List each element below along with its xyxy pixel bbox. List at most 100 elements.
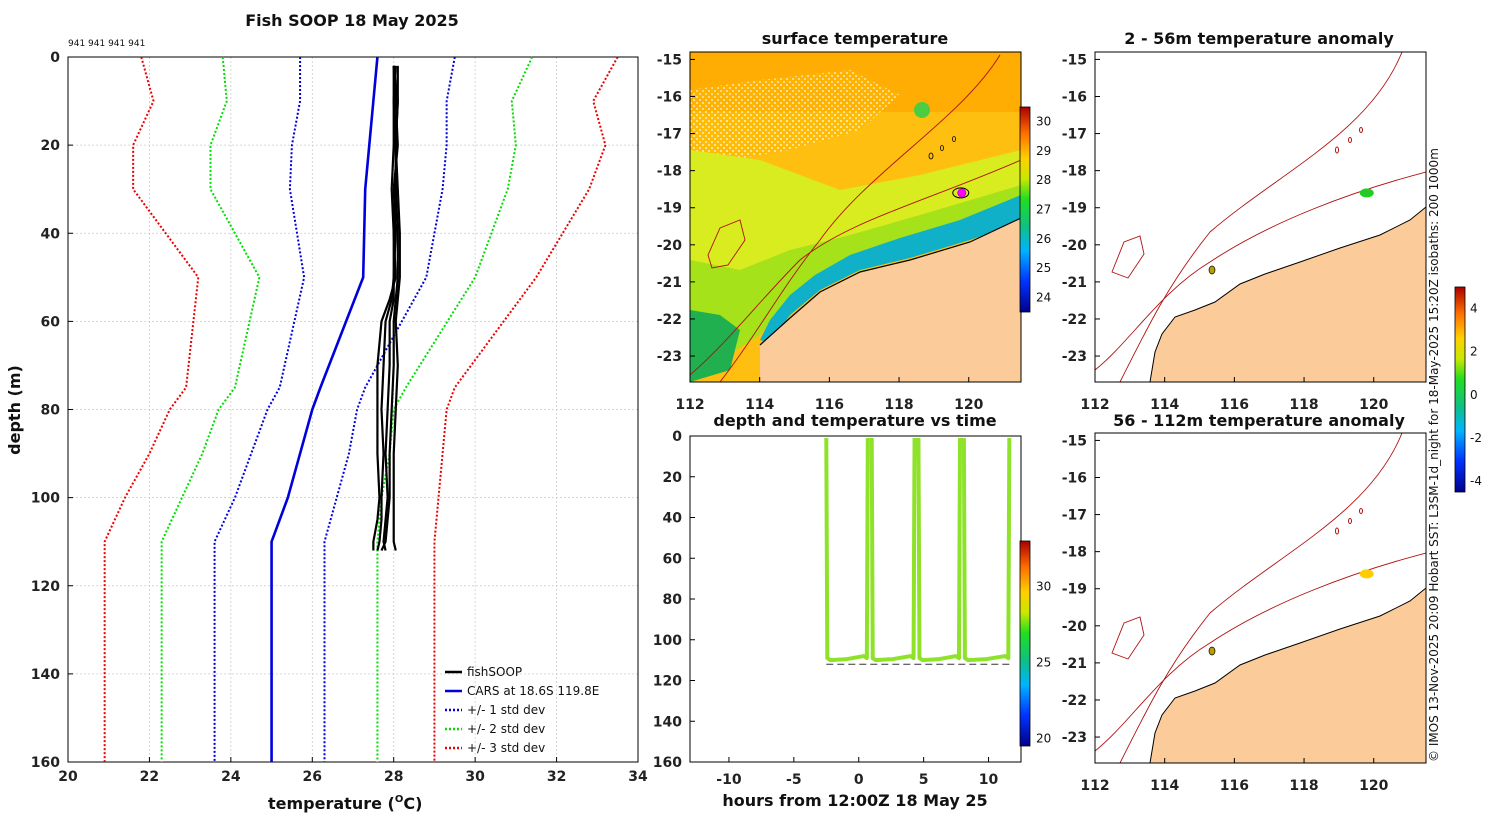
legend-label: +/- 3 std dev: [467, 741, 545, 755]
anom-tick-label-y: -22: [1062, 693, 1087, 709]
sst-tick-label-y: -21: [657, 275, 682, 291]
anomaly-colorbar-label: 0: [1470, 388, 1478, 402]
sst-tick-label-y: -19: [657, 201, 682, 217]
profile-tick-label-y: 80: [41, 403, 61, 419]
anom-lower-map: 112 114 116 118 120 -15 -16 -17 -18 -19 -20 -21 -22 -…: [1062, 432, 1427, 794]
fishsoop-profile-line: [372, 65, 397, 551]
sst-coastal-cold: [760, 195, 1021, 343]
dt-tick-label-y: 160: [653, 755, 682, 771]
anom-clip-group: [1095, 433, 1426, 763]
sst-island-outline: [707, 219, 746, 269]
dt-tick-label-y: 20: [663, 470, 683, 486]
profile-tick-label-x: 34: [628, 769, 648, 785]
sst-cloud-speckle: [690, 70, 900, 170]
depth-time-title: depth and temperature vs time: [713, 411, 996, 430]
dt-tick-label-x: 0: [854, 772, 864, 788]
dt-tick-label-x: -5: [786, 772, 802, 788]
anom-island: [1111, 235, 1145, 279]
dt-tick-label-y: 100: [653, 633, 682, 649]
sst-colorbar-label: 28: [1036, 173, 1051, 187]
anom-frame: [1094, 432, 1427, 764]
sst-tick-label-y: -15: [657, 52, 682, 68]
profile-tick-label-x: 28: [384, 769, 403, 785]
sst-colorbar-label: 26: [1036, 232, 1051, 246]
sst-colorbar-label: 24: [1036, 290, 1051, 304]
anomaly-colorbar-label: 4: [1470, 302, 1478, 316]
depth-time-xlabel: hours from 12:00Z 18 May 25: [722, 791, 987, 810]
anom-tick-label-y: -21: [1062, 275, 1087, 291]
anom-shoal: [1208, 646, 1216, 656]
sst-map-title: surface temperature: [762, 29, 949, 48]
cars-mean-line: [270, 56, 379, 762]
anom-reef-2: [1348, 137, 1352, 143]
profile-tick-label-y: 20: [41, 138, 61, 154]
sst-eddy: [914, 102, 930, 118]
anom-tick-label-y: -17: [1062, 127, 1087, 143]
dt-tick-label-x: 10: [979, 772, 999, 788]
anom-tick-label-y: -22: [1062, 312, 1087, 328]
sst-land: [760, 218, 1021, 382]
sst-tick-label-y: -23: [657, 349, 682, 365]
sst-tick-label-y: -22: [657, 312, 682, 328]
sst-tick-label-x: 112: [675, 397, 704, 413]
sst-tick-label-x: 120: [954, 397, 983, 413]
anomaly-colorbar-label: 2: [1470, 345, 1478, 359]
sst-colorbar-label: 27: [1036, 203, 1051, 217]
profile-tick-label-x: 24: [221, 769, 241, 785]
profile-tick-label-x: 30: [465, 769, 485, 785]
anom-tick-label-y: -21: [1062, 656, 1087, 672]
sst-reef-2: [940, 145, 944, 151]
profile-tick-label-y: 160: [31, 755, 60, 771]
anom-shoal: [1208, 265, 1216, 275]
profile-tick-label-y: 0: [50, 50, 60, 66]
anom-tick-label-x: 116: [1220, 397, 1249, 413]
anom-tick-label-x: 114: [1150, 397, 1179, 413]
profile-title: Fish SOOP 18 May 2025: [245, 11, 459, 30]
profile-xlabel-unit: C): [403, 794, 422, 813]
anom-tick-label-x: 118: [1289, 397, 1318, 413]
dt-tick-label-y: 40: [663, 511, 683, 527]
profile-xlabel-sup: O: [395, 794, 404, 805]
legend-label: fishSOOP: [467, 665, 522, 679]
std-high-line: [433, 56, 619, 762]
anom-land: [1149, 587, 1426, 763]
anom-upper-map: 112 114 116 118 120 -15 -16 -17 -18 -19 -20 -21 -22 -…: [1062, 51, 1427, 413]
depth-time-colorbar-ticks: 30 25 20: [1036, 580, 1051, 746]
anom-lower-title: 56 - 112m temperature anomaly: [1113, 411, 1405, 430]
anom-tick-label-y: -18: [1062, 164, 1087, 180]
anom-tick-label-y: -19: [1062, 201, 1087, 217]
cast-trace: [869, 438, 917, 663]
anom-tick-label-y: -15: [1062, 52, 1087, 68]
sst-isobath-200: [690, 159, 1021, 376]
anom-tick-label-x: 112: [1080, 397, 1109, 413]
anom-reef-1: [1335, 527, 1339, 535]
anom-tick-label-y: -15: [1062, 433, 1087, 449]
sst-tick-label-y: -18: [657, 164, 682, 180]
profile-ylabel: depth (m): [5, 365, 24, 455]
profile-tick-label-y: 140: [31, 667, 60, 683]
cast-trace: [961, 438, 1012, 663]
anom-tick-label-x: 114: [1150, 778, 1179, 794]
anom-tick-label-y: -16: [1062, 470, 1087, 486]
sst-map: [689, 51, 1022, 383]
profile-tick-label-y: 40: [41, 226, 61, 242]
anom-reef-1: [1335, 146, 1339, 154]
anomaly-colorbar: [1454, 286, 1466, 493]
sst-reef-1: [928, 152, 934, 160]
anom-tick-label-y: -20: [1062, 619, 1088, 635]
sst-marker: [952, 187, 970, 199]
std-high-line: [376, 56, 534, 762]
anom-frame: [1094, 51, 1427, 383]
anom-tick-label-x: 112: [1080, 778, 1109, 794]
std-low-line: [213, 57, 306, 762]
anom-tick-label-x: 120: [1359, 778, 1388, 794]
dt-tick-label-x: 5: [919, 772, 929, 788]
sst-isobath-1000: [719, 54, 1001, 382]
copyright-note: © IMOS 13-Nov-2025 20:09 Hobart SST: L3S…: [1427, 148, 1441, 762]
anom-island: [1111, 616, 1145, 660]
profile-plot: 20 22 24 26 28 30 32 34 0 20 40 60 80 100 120 140 160 fis…: [31, 50, 648, 785]
sst-colorbar: [1019, 106, 1031, 313]
